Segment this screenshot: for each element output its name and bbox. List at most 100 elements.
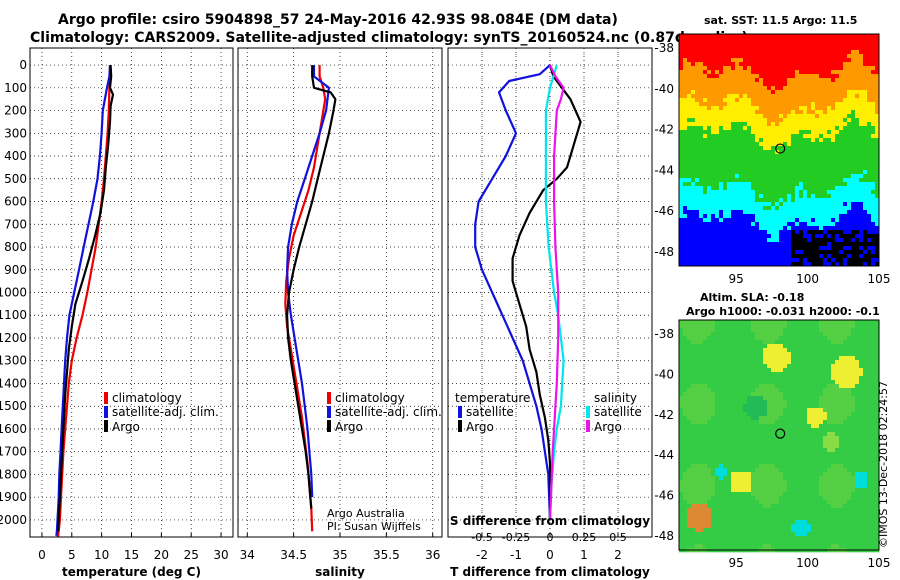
map-cell [679,258,684,263]
map-cell [715,102,720,107]
series-temperature-satellite [474,64,552,520]
map-cell [783,262,788,267]
map-cell [787,86,792,91]
map-cell [863,42,868,47]
map-cell [807,50,812,55]
map-cell [719,146,724,151]
map-cell [759,34,764,39]
map-cell [691,34,696,39]
map-cell [831,198,836,203]
map-cell [771,106,776,111]
map-cell [759,432,764,437]
map-cell [795,340,800,345]
map-cell [815,436,820,441]
map-cell [791,66,796,71]
map-cell [783,230,788,235]
map-cell [727,396,732,401]
map-cell [843,154,848,159]
map-cell [855,86,860,91]
map-cell [763,416,768,421]
map-cell [715,464,720,469]
map-cell [851,218,856,223]
map-cell [867,424,872,429]
map-cell [691,190,696,195]
map-cell [819,262,824,267]
map-cell [739,234,744,239]
map-cell [803,388,808,393]
map-cell [811,46,816,51]
map-cell [759,162,764,167]
map-cell [787,262,792,267]
map-cell [871,384,876,389]
map-cell [727,328,732,333]
map-cell [743,456,748,461]
map-cell [791,424,796,429]
map-cell [747,384,752,389]
map-cell [811,134,816,139]
map-cell [839,396,844,401]
map-cell [727,448,732,453]
map-cell [863,178,868,183]
map-cell [827,126,832,131]
map-cell [871,424,876,429]
map-cell [851,372,856,377]
map-cell [755,34,760,39]
map-cell [843,166,848,171]
map-cell [835,190,840,195]
map-cell [763,344,768,349]
map-cell [747,444,752,449]
map-cell [815,222,820,227]
map-cell [843,58,848,63]
map-cell [683,62,688,67]
map-cell [875,134,880,139]
map-cell [859,396,864,401]
map-cell [779,54,784,59]
map-cell [799,344,804,349]
map-cell [719,412,724,417]
map-cell [779,190,784,195]
map-cell [859,356,864,361]
depth-tick-label: 1300 [0,354,27,368]
map-cell [763,432,768,437]
map-cell [875,424,880,429]
map-cell [847,130,852,135]
map-cell [791,154,796,159]
map-cell [859,384,864,389]
map-cell [743,352,748,357]
map-cell [699,242,704,247]
map-cell [835,58,840,63]
map-cell [851,456,856,461]
map-cell [695,420,700,425]
map-cell [867,174,872,179]
map-cell [807,416,812,421]
map-cell [767,94,772,99]
map-cell [739,70,744,75]
map-cell [703,400,708,405]
map-cell [791,182,796,187]
map-cell [743,78,748,83]
map-cell [867,456,872,461]
depth-tick-label: 1500 [0,399,27,413]
map-cell [791,324,796,329]
map-cell [771,118,776,123]
map-cell [855,238,860,243]
map-cell [799,218,804,223]
map-cell [811,396,816,401]
map-cell [751,396,756,401]
map-cell [691,154,696,159]
map-cell [827,130,832,135]
map-cell [695,46,700,51]
map-cell [763,460,768,465]
map-cell [819,376,824,381]
map-cell [871,392,876,397]
map-cell [755,254,760,259]
map-cell [711,404,716,409]
map-cell [719,444,724,449]
map-cell [795,42,800,47]
map-cell [767,356,772,361]
map-cell [851,336,856,341]
map-cell [703,348,708,353]
map-cell [815,94,820,99]
map-cell [731,320,736,325]
map-cell [711,118,716,123]
